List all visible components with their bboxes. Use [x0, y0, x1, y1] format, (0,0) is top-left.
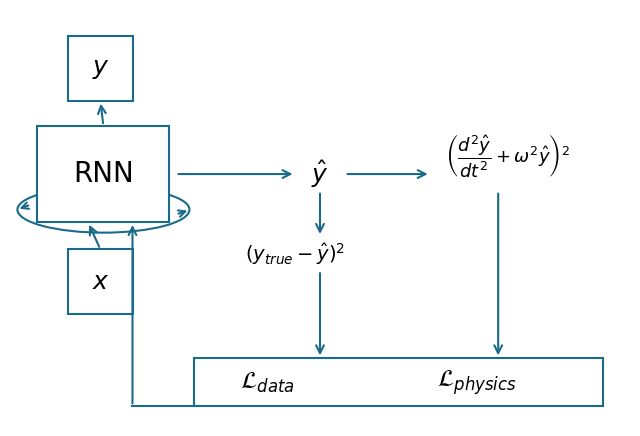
Bar	[68, 36, 132, 101]
Bar	[37, 126, 170, 222]
Text: $x$: $x$	[92, 270, 109, 294]
Bar	[194, 358, 603, 406]
Bar	[68, 249, 132, 314]
Text: RNN: RNN	[73, 160, 134, 188]
Text: $\hat{y}$: $\hat{y}$	[311, 158, 329, 190]
Text: $\left(\dfrac{d^2\hat{y}}{dt^2} + \omega^2\hat{y}\right)^2$: $\left(\dfrac{d^2\hat{y}}{dt^2} + \omega…	[445, 132, 570, 179]
Text: $y$: $y$	[92, 57, 109, 81]
Text: $(y_{true} - \hat{y})^2$: $(y_{true} - \hat{y})^2$	[245, 241, 346, 266]
Text: $\mathcal{L}_{data}$: $\mathcal{L}_{data}$	[241, 371, 295, 395]
Text: $\mathcal{L}_{physics}$: $\mathcal{L}_{physics}$	[436, 368, 516, 397]
